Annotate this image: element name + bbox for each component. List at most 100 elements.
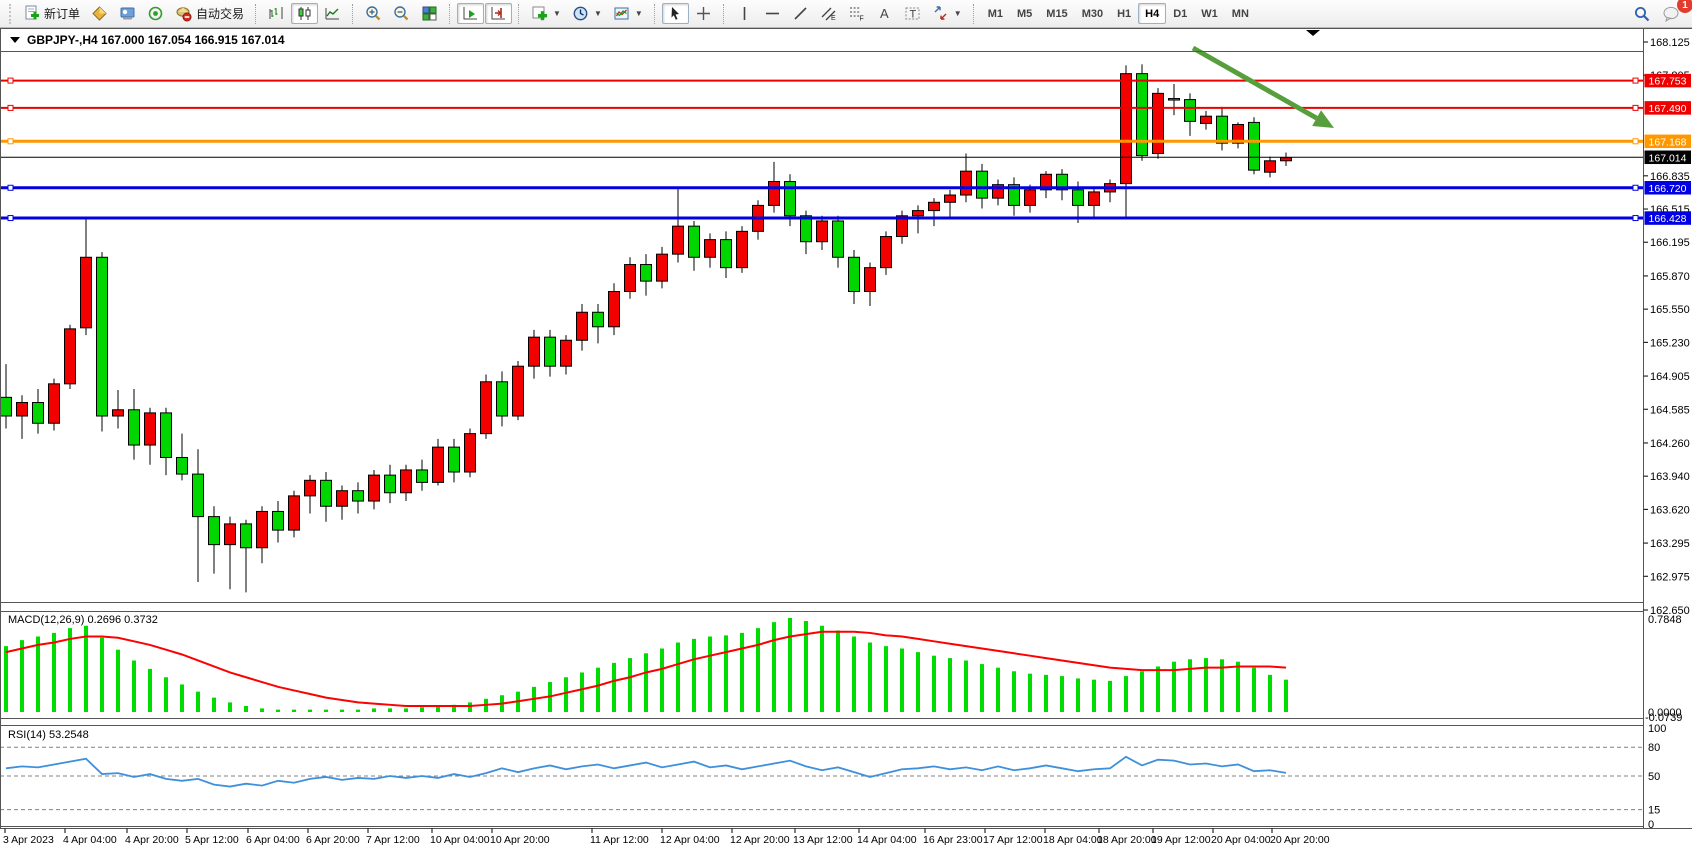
trendline-tool-button[interactable] xyxy=(787,3,814,24)
autotrading-button[interactable]: 自动交易 xyxy=(170,3,249,24)
templates-button[interactable]: ▼ xyxy=(608,3,648,24)
price-tag-label: 167.168 xyxy=(1649,136,1687,148)
candle xyxy=(144,407,156,465)
candle xyxy=(480,374,492,439)
price-tag-label: 167.014 xyxy=(1649,152,1687,164)
vertical-line-tool-button[interactable] xyxy=(731,3,758,24)
time-tick-label: 11 Apr 12:00 xyxy=(590,834,649,846)
auto-scroll-button[interactable] xyxy=(457,3,485,24)
line-chart-button[interactable] xyxy=(319,3,346,24)
chart-shift-button[interactable] xyxy=(485,3,513,24)
price-tag xyxy=(1644,134,1691,149)
bar-chart-button[interactable] xyxy=(263,3,290,24)
indicators-icon xyxy=(532,6,548,21)
periods-dropdown-arrow[interactable]: ▼ xyxy=(593,9,602,18)
candle xyxy=(1152,88,1164,159)
trend-arrow-object[interactable] xyxy=(1191,45,1334,128)
text-label-icon: T xyxy=(905,7,920,21)
line-handle[interactable] xyxy=(1632,104,1639,111)
rsi-panel[interactable] xyxy=(0,746,1643,811)
templates-dropdown-arrow[interactable]: ▼ xyxy=(634,9,643,18)
price-tick-label: 162.650 xyxy=(1650,605,1690,617)
zoom-in-button[interactable] xyxy=(360,3,387,24)
horizontal-line-tool-button[interactable] xyxy=(759,3,786,24)
signals-button[interactable] xyxy=(142,3,169,24)
macd-panel[interactable] xyxy=(4,617,1288,712)
candle xyxy=(544,329,556,377)
timeframe-button-mn[interactable]: MN xyxy=(1231,7,1249,20)
candle xyxy=(656,246,668,289)
price-tag xyxy=(1644,150,1691,165)
candle xyxy=(160,407,172,476)
candle xyxy=(496,371,508,427)
crosshair-tool-button[interactable] xyxy=(690,3,717,24)
svg-text:E: E xyxy=(831,15,836,22)
line-handle[interactable] xyxy=(7,138,14,145)
time-tick-label: 13 Apr 12:00 xyxy=(793,834,853,846)
line-handle[interactable] xyxy=(1632,184,1639,191)
candle xyxy=(624,257,636,299)
indicators-dropdown-arrow[interactable]: ▼ xyxy=(553,9,561,18)
last-bar-marker xyxy=(1306,30,1320,36)
chart-title-label: GBPJPY-,H4 167.000 167.054 166.915 167.0… xyxy=(27,33,285,47)
timeframe-button-m1[interactable]: M1 xyxy=(987,7,1003,20)
price-tag-label: 166.428 xyxy=(1649,213,1687,225)
timeframe-button-m30[interactable]: M30 xyxy=(1081,7,1104,20)
fibonacci-tool-button[interactable]: F xyxy=(843,3,870,24)
candlestick-series xyxy=(0,64,1292,593)
new-order-button[interactable]: 新订单 xyxy=(18,3,85,24)
search-icon xyxy=(1635,6,1650,21)
chart-canvas[interactable]: GBPJPY-,H4 167.000 167.054 166.915 167.0… xyxy=(0,28,1692,855)
chat-button[interactable]: 1 xyxy=(1657,0,1692,24)
price-tag-label: 167.490 xyxy=(1649,103,1687,115)
timeframe-button-m15[interactable]: M15 xyxy=(1046,7,1068,20)
line-handle[interactable] xyxy=(7,104,14,111)
toolbar-grip xyxy=(9,3,14,24)
timeframe-button-h1[interactable]: H1 xyxy=(1117,7,1132,20)
price-tick-label: 165.870 xyxy=(1650,271,1690,283)
time-tick-label: 20 Apr 20:00 xyxy=(1270,834,1330,846)
chart-background xyxy=(0,28,1692,855)
candle xyxy=(960,153,972,203)
timeframe-button-m5[interactable]: M5 xyxy=(1017,7,1033,20)
toolbar-separator xyxy=(352,3,354,24)
line-handle[interactable] xyxy=(1632,77,1639,84)
cursor-tool-button[interactable] xyxy=(661,3,689,24)
timeframe-button-h4[interactable]: H4 xyxy=(1138,3,1167,24)
svg-text:A: A xyxy=(880,6,889,21)
price-tick-label: 164.905 xyxy=(1650,371,1690,383)
search-button[interactable] xyxy=(1628,3,1656,24)
line-handle[interactable] xyxy=(7,184,14,191)
equidistant-channel-icon: E xyxy=(821,7,836,22)
text-tool-button[interactable]: A xyxy=(871,3,898,24)
indicators-button[interactable]: ▼ xyxy=(526,3,566,24)
time-tick-label: 7 Apr 12:00 xyxy=(366,834,420,846)
one-click-trading-arrow[interactable] xyxy=(10,37,20,43)
templates-icon xyxy=(614,7,629,20)
price-axis[interactable]: 168.125167.805166.835166.515166.195165.8… xyxy=(1643,37,1692,617)
market-button[interactable] xyxy=(86,3,113,24)
candlestick-chart-button[interactable] xyxy=(291,3,319,24)
tile-windows-button[interactable] xyxy=(416,3,443,24)
rsi-axis-label: 0 xyxy=(1648,819,1654,831)
candle xyxy=(816,215,828,251)
line-handle[interactable] xyxy=(1632,215,1639,222)
timeframe-button-w1[interactable]: W1 xyxy=(1201,7,1218,20)
candle xyxy=(1024,184,1036,213)
equidistant-channel-tool-button[interactable]: E xyxy=(815,3,842,24)
timeframe-button-d1[interactable]: D1 xyxy=(1173,7,1188,20)
line-handle[interactable] xyxy=(1632,138,1639,145)
zoom-in-icon xyxy=(366,6,381,21)
zoom-out-button[interactable] xyxy=(388,3,415,24)
publisher-button[interactable] xyxy=(114,3,141,24)
periods-clock-icon xyxy=(573,6,588,21)
candle xyxy=(432,438,444,486)
periods-button[interactable]: ▼ xyxy=(567,3,607,24)
text-label-tool-button[interactable]: T xyxy=(899,3,926,24)
time-axis[interactable]: 3 Apr 2023 4 Apr 04:00 4 Apr 20:00 5 Apr 12… xyxy=(3,828,1330,847)
arrows-tool-button[interactable]: ▼ xyxy=(927,3,967,24)
arrows-icon xyxy=(934,6,947,20)
arrows-dropdown-arrow[interactable]: ▼ xyxy=(953,9,962,18)
line-handle[interactable] xyxy=(7,77,14,84)
line-handle[interactable] xyxy=(7,215,14,222)
